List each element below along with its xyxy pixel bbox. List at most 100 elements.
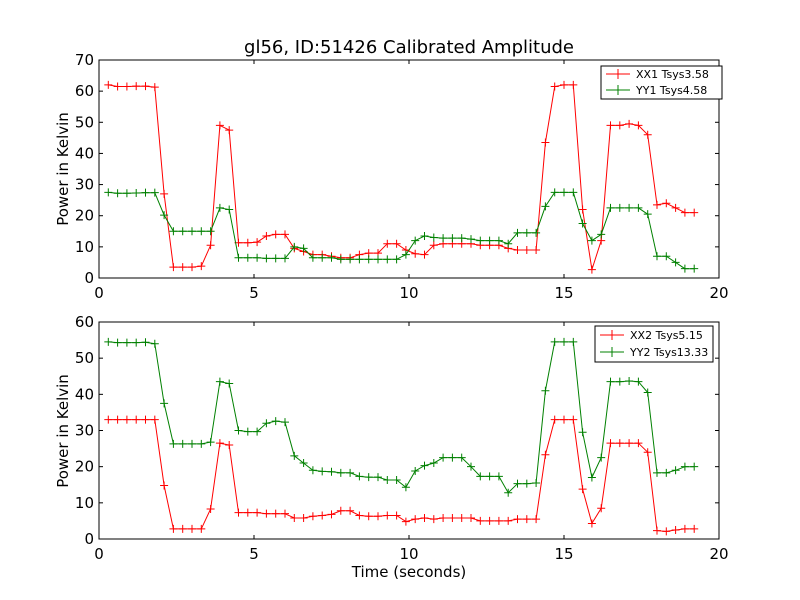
bottom-series-1-point [550,337,559,346]
bottom-series-0-point [532,515,541,524]
bottom-series-0-point [457,514,466,523]
top-series-0-point [690,208,699,217]
top-legend-marker-xx1 [613,69,623,79]
bottom-series-1-point [383,476,392,485]
bottom-series-1-point [643,388,652,397]
bottom-series-1-point [160,399,169,408]
top-series-0-point [429,241,438,250]
bottom-series-0-point [569,415,578,424]
top-series-1-point [188,227,196,236]
bottom-series-0-point [188,524,196,533]
bottom-series-0-point [113,415,122,424]
bottom-series-1-point [225,379,234,388]
bottom-series-1-point [429,459,438,468]
top-series-0-point [680,208,689,217]
bottom-series-0-point [150,415,159,424]
bottom-series-1-point [141,338,150,347]
top-series-0-point [122,82,131,91]
bottom-series-1-point [281,418,289,427]
top-y-tick-label: 50 [75,113,94,131]
bottom-series-1-point [634,377,643,386]
bottom-y-tick-label: 20 [75,458,94,476]
top-series-1-point [141,188,150,197]
bottom-legend-label-yy2: YY2 Tsys13.33 [629,346,708,359]
bottom-series-1-point [401,483,410,492]
bottom-series-1-point [336,468,345,477]
top-series-0-point [411,249,420,258]
bottom-series-0-point [401,517,410,526]
bottom-x-tick-label: 0 [94,545,104,563]
top-series-1-point [318,253,327,262]
bottom-series-1-point [290,451,299,460]
top-series-1-point [197,227,206,236]
top-x-tick-label: 5 [249,284,259,302]
top-series-0-point [104,80,113,89]
top-series-0-point [150,83,159,92]
bottom-series-1-point [364,473,373,482]
top-series-1-point [634,203,643,212]
bottom-series-1-point [132,338,141,347]
top-legend-box [600,65,723,100]
top-series-1-point [429,233,438,242]
bottom-series-1-point [578,428,587,437]
bottom-series-1-point [467,462,475,471]
top-series-0-point [169,263,178,272]
bottom-x-tick-label: 10 [399,545,418,563]
bottom-series-0-point [374,512,382,521]
bottom-series-1-point [299,459,308,468]
top-series-1-point [504,239,513,248]
bottom-series-0-point [169,524,178,533]
bottom-x-tick-label: 20 [709,545,728,563]
bottom-series-0-point [485,516,494,525]
bottom-series-1-point [197,439,206,448]
top-series-1-point [532,228,541,237]
bottom-series-0-point [494,516,503,525]
top-series-1-point [476,236,485,245]
top-series-0-point [188,263,196,272]
bottom-series-0-point [522,515,531,524]
top-series-1-point [671,258,680,267]
bottom-series-1-point [206,438,215,447]
bottom-y-tick-label: 0 [84,530,94,548]
bottom-series-0-point [392,511,401,520]
top-series-1-point [271,254,280,263]
top-series-1-point [253,253,262,262]
bottom-series-1-point [122,338,131,347]
top-series-1-point [392,255,401,264]
bottom-series-0-point [504,516,513,525]
bottom-series-1-point [188,439,196,448]
top-series-0-point [215,121,224,130]
bottom-series-0-point [355,511,364,520]
bottom-series-0-point [411,515,420,524]
top-series-1-point [513,228,522,237]
bottom-series-0-point [615,439,624,448]
top-plot-title: gl56, ID:51426 Calibrated Amplitude [244,37,574,58]
bottom-plot-x-axis-label: Time (seconds) [351,563,467,581]
bottom-legend-box [594,325,714,363]
top-series-1-point [625,203,634,212]
bottom-series-1-point [615,377,624,386]
bottom-series-1-point [411,467,420,476]
bottom-series-0-point [653,526,661,535]
bottom-series-1-point [560,337,568,346]
top-series-1-point [457,234,466,243]
bottom-series-1-point [271,417,280,426]
bottom-series-0-point [690,524,699,533]
top-series-0-point [643,130,652,139]
top-series-0-point [420,250,429,259]
top-series-1-point [587,236,596,245]
top-legend-label-yy1: YY1 Tsys4.58 [635,84,707,97]
bottom-series-0-point [215,439,224,448]
bottom-legend-marker-xx2 [607,330,617,340]
bottom-series-0-point [634,439,643,448]
top-series-0-point [383,239,392,248]
bottom-series-1-point [671,466,680,475]
top-series-1-point [522,228,531,237]
bottom-series-0-point [448,514,457,523]
top-series-1-point [355,255,364,264]
top-legend-marker-yy1 [613,85,623,95]
bottom-plot-series [104,337,699,536]
top-series-1-point [411,236,420,245]
top-series-1-point [336,255,345,264]
top-series-1-point [113,189,122,198]
